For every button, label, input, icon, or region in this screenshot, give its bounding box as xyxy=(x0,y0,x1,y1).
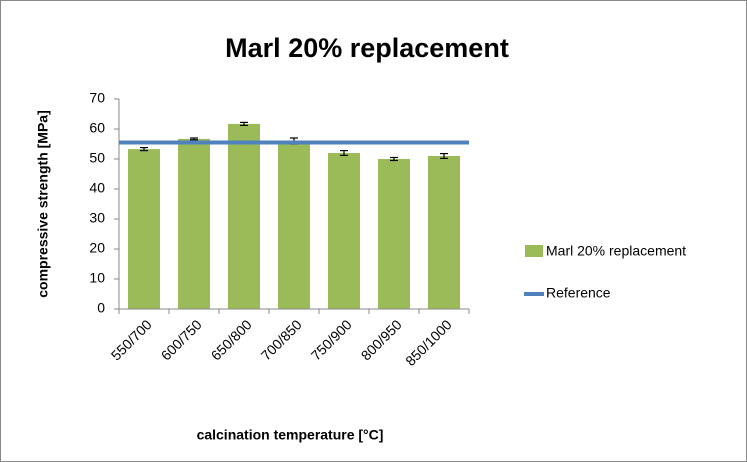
bar xyxy=(328,153,360,309)
legend-label: Reference xyxy=(546,285,611,301)
error-bar xyxy=(140,147,148,152)
y-tick-label: 70 xyxy=(89,90,105,106)
y-tick-label: 30 xyxy=(89,210,105,226)
legend-label: Marl 20% replacement xyxy=(546,243,686,259)
x-axis-label: calcination temperature [°C] xyxy=(197,427,384,443)
bar xyxy=(278,141,310,309)
error-bar xyxy=(390,156,398,162)
y-axis-label: compressive strength [MPa] xyxy=(35,110,51,298)
bar xyxy=(178,138,210,309)
y-tick-label: 40 xyxy=(89,180,105,196)
y-tick-label: 10 xyxy=(89,270,105,286)
bar xyxy=(378,159,410,309)
error-bar xyxy=(440,153,448,159)
bar xyxy=(228,123,260,310)
y-tick-label: 50 xyxy=(89,150,105,166)
error-bar xyxy=(240,121,248,127)
y-tick-label: 0 xyxy=(97,300,105,316)
legend-swatch xyxy=(525,245,543,257)
bar xyxy=(128,149,160,309)
y-tick-label: 60 xyxy=(89,120,105,136)
y-tick-label: 20 xyxy=(89,240,105,256)
error-bar xyxy=(340,150,348,156)
error-bar xyxy=(190,137,198,141)
chart-title: Marl 20% replacement xyxy=(225,33,509,63)
bar xyxy=(428,156,460,309)
